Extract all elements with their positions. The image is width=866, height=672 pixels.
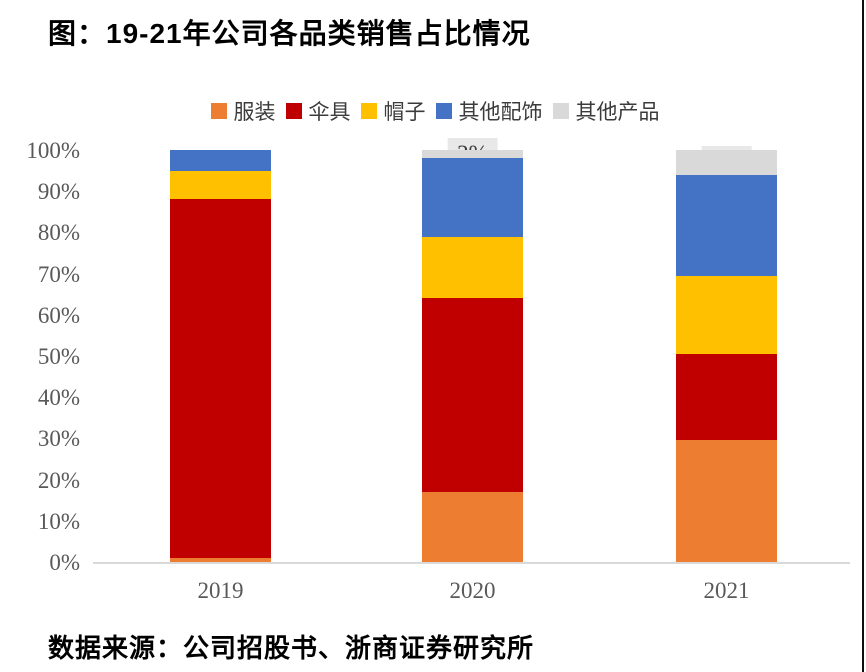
x-axis-label-2019: 2019 <box>197 578 244 603</box>
y-axis-tick-label: 10% <box>37 508 80 534</box>
legend-label: 服装 <box>233 101 276 124</box>
bar-2021 <box>676 150 777 562</box>
bar-2020-segment-4 <box>422 150 523 159</box>
legend-label: 其他配饰 <box>458 101 543 124</box>
y-axis-tick-label: 30% <box>37 426 80 452</box>
legend-item-4: 其他产品 <box>552 96 660 126</box>
bar-2021-segment-4 <box>676 150 777 175</box>
y-axis-tick-label: 50% <box>37 344 80 369</box>
legend-swatch-icon <box>285 103 302 119</box>
bar-2019-segment-1 <box>170 199 271 558</box>
bar-2020-segment-0 <box>422 491 523 562</box>
bar-2021-segment-3 <box>676 174 777 277</box>
x-axis-line <box>93 562 850 564</box>
legend-item-3: 其他配饰 <box>435 96 543 126</box>
y-axis-tick-label: 20% <box>37 467 80 493</box>
plot-area: 0%10%20%30%40%50%60%70%80%90%100%87%7%20… <box>26 138 850 603</box>
legend-item-1: 伞具 <box>285 96 351 126</box>
page-right-border <box>862 0 864 672</box>
chart-legend: 服装 伞具 帽子 其他配饰 其他产品 <box>40 98 830 124</box>
y-axis-tick-label: 60% <box>37 302 80 328</box>
bar-2021-segment-2 <box>676 276 777 354</box>
bar-2020-segment-3 <box>422 158 523 237</box>
legend-label: 其他产品 <box>575 101 660 124</box>
legend-label: 伞具 <box>308 101 351 124</box>
bar-2019-segment-3 <box>170 150 271 171</box>
legend-swatch-icon <box>360 103 377 119</box>
source-note: 数据来源：公司招股书、浙商证券研究所 <box>48 633 535 663</box>
legend-label: 帽子 <box>383 101 426 124</box>
bar-2021-segment-0 <box>676 439 777 562</box>
y-axis-tick-label: 80% <box>37 220 80 246</box>
legend-swatch-icon <box>435 103 452 119</box>
bar-2021-segment-1 <box>676 353 777 440</box>
legend-item-0: 服装 <box>210 96 276 126</box>
y-axis-tick-label: 40% <box>37 385 80 411</box>
x-axis-label-2021: 2021 <box>703 578 750 603</box>
y-axis-tick-label: 70% <box>37 261 80 287</box>
page-title: 图：19-21年公司各品类销售占比情况 <box>48 18 531 49</box>
legend-swatch-icon <box>552 103 569 119</box>
legend-item-2: 帽子 <box>360 96 426 126</box>
bar-2020 <box>422 150 523 562</box>
y-axis-tick-label: 0% <box>49 550 80 575</box>
bar-2019-segment-2 <box>170 170 271 200</box>
bar-2019-segment-0 <box>170 557 271 562</box>
y-axis-tick-label: 90% <box>37 179 80 205</box>
bar-2020-segment-1 <box>422 298 523 492</box>
y-axis-tick-label: 100% <box>26 138 80 163</box>
bar-2020-segment-2 <box>422 236 523 299</box>
bar-2019 <box>170 150 271 562</box>
x-axis-label-2020: 2020 <box>449 578 496 603</box>
legend-swatch-icon <box>210 103 227 119</box>
